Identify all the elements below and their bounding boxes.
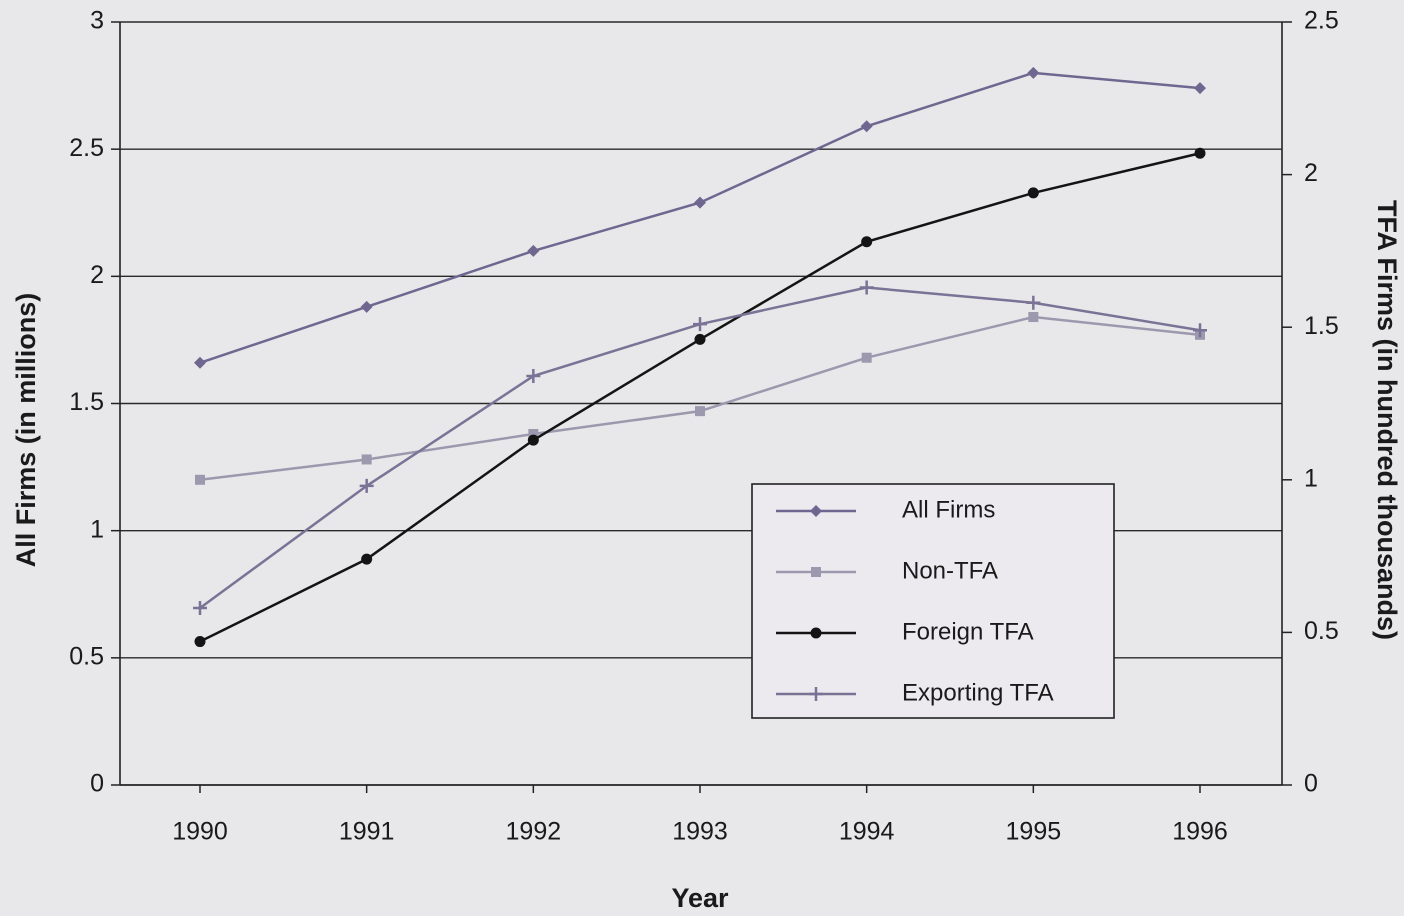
data-point [1027, 66, 1040, 79]
x-tick-label: 1993 [672, 818, 728, 846]
y2-tick-label: 2 [1304, 159, 1318, 187]
y-tick-label: 0 [90, 770, 104, 798]
data-point [361, 553, 373, 565]
data-point [526, 369, 541, 384]
data-point [1026, 295, 1041, 310]
data-point [1027, 187, 1039, 199]
legend-label: Exporting TFA [902, 679, 1054, 706]
data-point [1194, 82, 1206, 95]
data-point [193, 600, 207, 615]
data-point [527, 244, 540, 257]
y2-tick-label: 2.5 [1304, 7, 1339, 35]
x-axis-title: Year [671, 883, 729, 913]
y-tick-label: 2 [90, 261, 104, 289]
legend-label: Foreign TFA [902, 618, 1034, 645]
data-point [694, 196, 706, 209]
legend-label: Non-TFA [902, 557, 998, 584]
y-tick-label: 3 [90, 7, 104, 35]
data-point [194, 356, 206, 369]
y2-tick-label: 1.5 [1304, 312, 1339, 340]
y-tick-label: 1 [90, 515, 104, 543]
data-point [1028, 312, 1039, 323]
y2-axis-title: TFA Firms (in hundred thousands) [1372, 200, 1402, 640]
data-point [694, 333, 706, 345]
y2-tick-label: 0 [1304, 770, 1318, 798]
data-point [859, 280, 874, 295]
data-point [360, 300, 373, 313]
data-point [860, 120, 873, 133]
x-tick-label: 1994 [839, 818, 895, 846]
legend-marker [811, 567, 821, 577]
x-tick-label: 1990 [172, 818, 228, 846]
x-tick-label: 1992 [506, 818, 562, 846]
x-tick-label: 1991 [339, 818, 395, 846]
data-point [861, 236, 873, 248]
data-point [1193, 323, 1207, 338]
y-tick-label: 2.5 [69, 134, 104, 162]
data-point [695, 406, 705, 417]
y-tick-label: 0.5 [69, 642, 104, 670]
y2-tick-label: 1 [1304, 464, 1318, 492]
legend-marker [809, 687, 823, 701]
x-tick-label: 1996 [1172, 818, 1228, 846]
data-point [195, 474, 205, 485]
legend-marker [810, 505, 822, 517]
data-point [861, 352, 872, 363]
legend-marker [810, 627, 822, 639]
y2-tick-label: 0.5 [1304, 617, 1339, 645]
legend-box [751, 483, 1115, 719]
data-point [528, 429, 539, 440]
y-tick-label: 1.5 [69, 388, 104, 416]
data-point [527, 434, 539, 446]
x-tick-label: 1995 [1006, 818, 1062, 846]
y-axis-title: All Firms (in millions) [11, 293, 41, 568]
data-point [1194, 147, 1206, 159]
legend-label: All Firms [902, 496, 995, 523]
data-point [194, 636, 206, 648]
data-point [361, 454, 372, 465]
data-point [359, 478, 374, 493]
data-point [693, 317, 707, 332]
